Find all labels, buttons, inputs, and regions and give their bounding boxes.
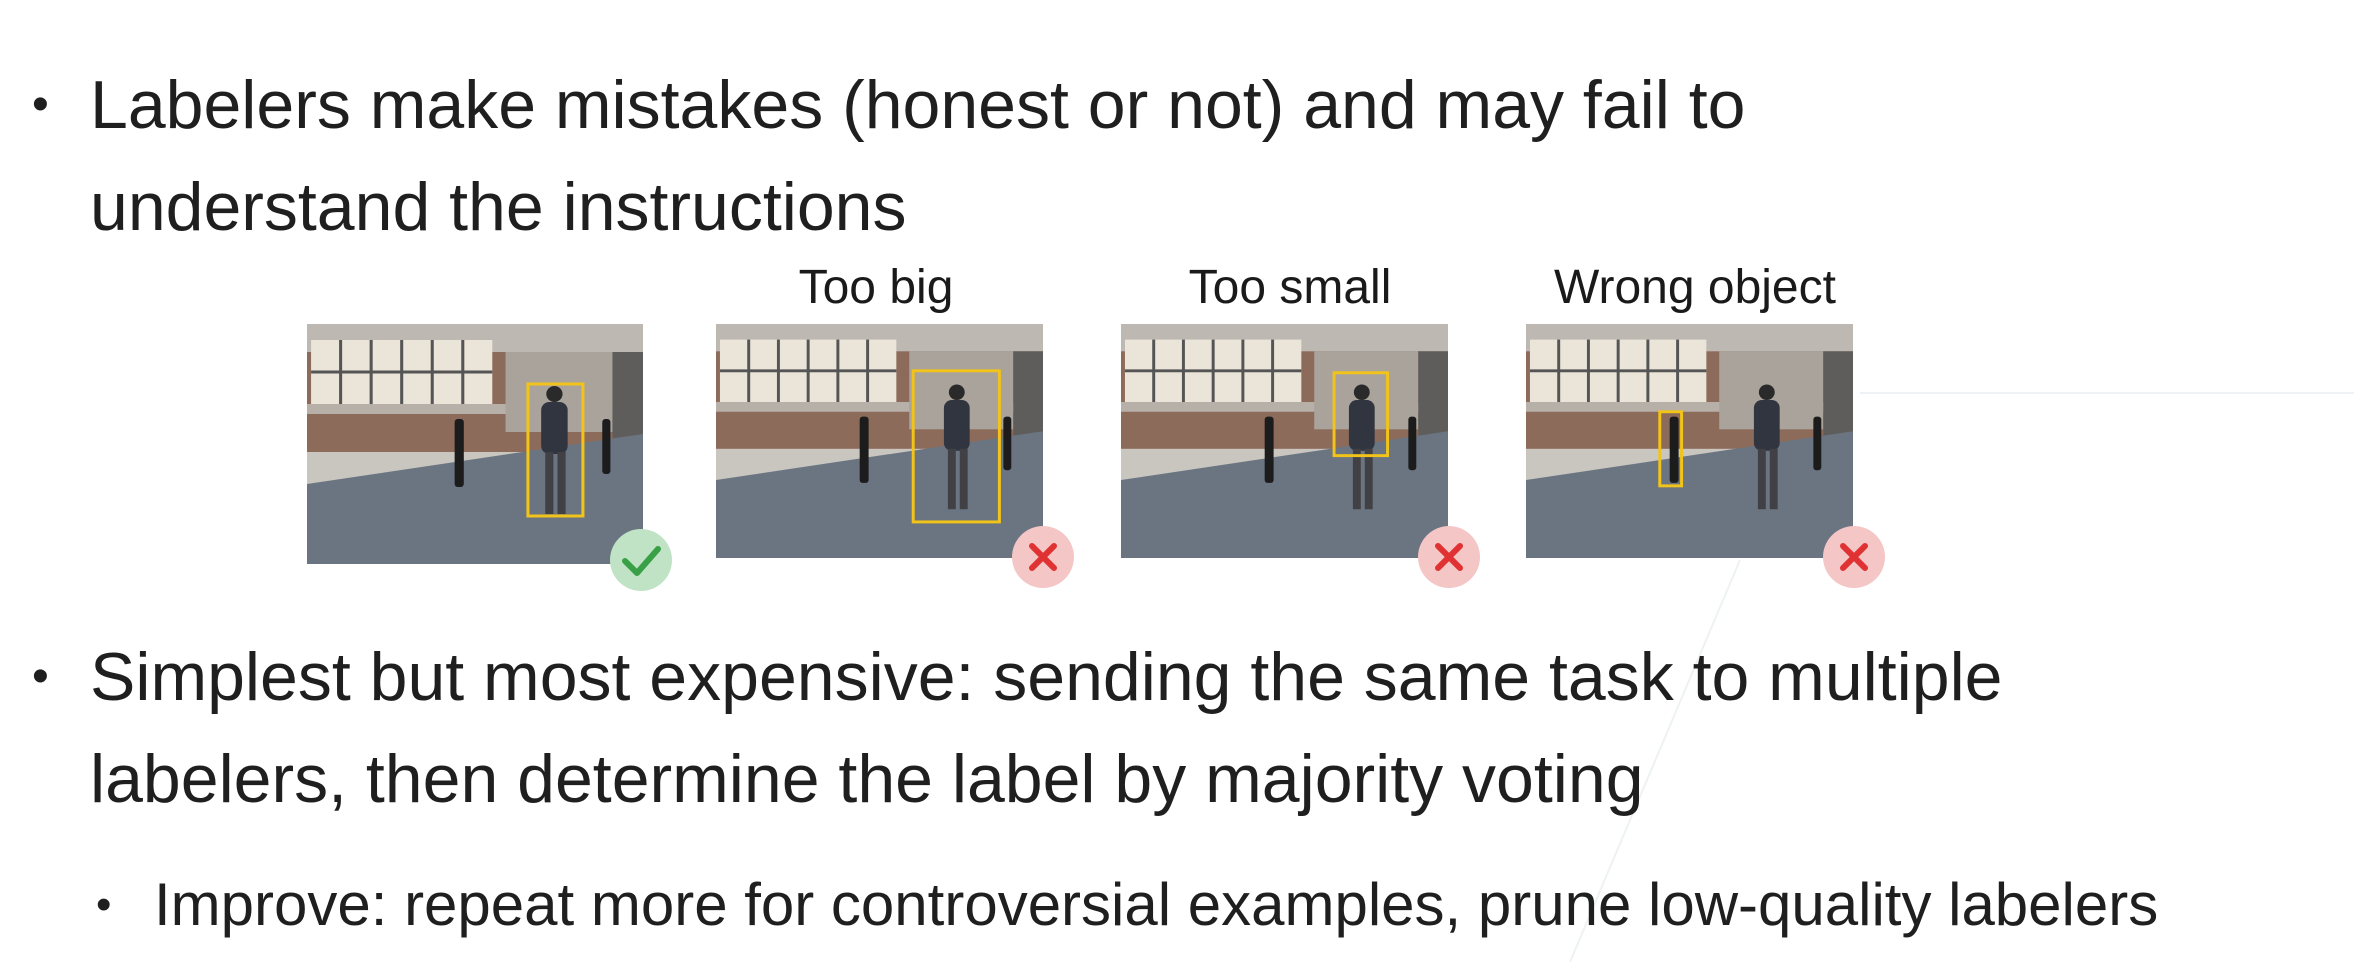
example-image-too-big xyxy=(716,324,1043,558)
sub-bullet-improve: • Improve: repeat more for controversial… xyxy=(96,862,2254,948)
bullet-dot: • xyxy=(32,650,49,703)
bullet-text: Simplest but most expensive: sending the… xyxy=(90,639,2003,817)
cross-icon xyxy=(1823,526,1885,588)
caption-too-small: Too small xyxy=(1188,261,1392,314)
caption-too-big: Too big xyxy=(798,261,954,314)
bullet-text: Labelers make mistakes (honest or not) a… xyxy=(90,67,1746,245)
cross-icon xyxy=(1418,526,1480,588)
checkmark-icon xyxy=(610,529,672,591)
bullet-majority-voting: • Simplest but most expensive: sending t… xyxy=(32,626,2240,830)
bullet-dot: • xyxy=(32,78,49,131)
example-image-too-small xyxy=(1121,324,1448,558)
caption-wrong-object: Wrong object xyxy=(1554,261,1836,314)
example-image-wrong-object xyxy=(1526,324,1853,558)
bullet-labeler-mistakes: • Labelers make mistakes (honest or not)… xyxy=(32,54,2040,258)
sub-bullet-text: Improve: repeat more for controversial e… xyxy=(154,871,2159,938)
cross-icon xyxy=(1012,526,1074,588)
example-image-correct xyxy=(307,324,643,564)
bullet-dot: • xyxy=(96,880,112,929)
